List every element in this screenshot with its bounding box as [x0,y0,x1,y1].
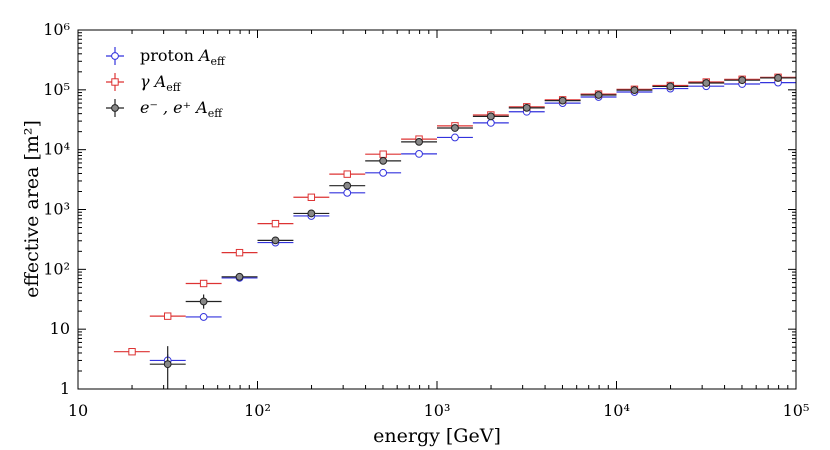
data-point-marker [343,170,351,178]
data-point-marker [199,279,208,288]
data-point [616,86,653,94]
data-point [221,248,258,257]
x-tick-label-2: 10³ [424,401,451,420]
data-point-marker [343,188,352,197]
y-tick-label-5: 10⁵ [43,80,70,99]
data-point [185,313,222,321]
series-2 [149,74,796,389]
y-tick-labels: 1 10 10² 10³ 10⁴ 10⁵ 10⁶ [43,20,70,398]
data-point-marker [379,168,388,177]
data-point-marker [630,86,639,94]
legend-symbol-electron-positron [106,99,124,117]
x-tick-label-3: 10⁴ [603,401,630,420]
data-point [652,82,689,91]
legend-label-electron-positron: e⁻ , e⁺ Aeff [140,98,223,120]
data-point [329,181,366,190]
legend-label-gamma: γ Aeff [140,72,182,94]
data-point [472,112,509,121]
legend: proton Aeff γ Aeff e⁻ , e⁺ Aeff [106,46,226,120]
data-point-marker [558,96,567,105]
data-point-marker [486,112,495,121]
data-point [257,219,294,228]
data-point [329,170,366,178]
data-point-marker [702,79,711,87]
data-point [508,103,545,112]
legend-label-proton: proton Aeff [140,46,226,68]
data-point-marker [111,104,119,112]
data-point-marker [163,360,172,369]
legend-entry-proton: proton Aeff [106,46,226,68]
data-point-marker [111,78,119,86]
y-tick-label-1: 10 [50,319,70,338]
data-point-marker [379,150,387,158]
data-marks [113,73,796,389]
data-point-marker [415,137,423,146]
data-point [149,346,186,389]
data-point-marker [271,219,280,228]
data-point-marker [451,133,459,142]
x-tick-labels: 10 10² 10³ 10⁴ 10⁵ [68,401,810,420]
plot-frame [77,29,797,390]
data-point [113,348,150,356]
legend-entry-electron-positron: e⁻ , e⁺ Aeff [106,98,223,120]
data-point-marker [235,272,244,281]
data-point [293,193,330,201]
data-point [401,149,437,158]
data-point [257,236,294,245]
data-point-marker [128,348,136,356]
data-point [365,150,402,158]
data-point [149,312,186,320]
data-point [185,279,222,288]
legend-symbol-gamma [106,73,124,91]
data-point-marker [235,248,244,257]
y-tick-label-3: 10³ [43,200,70,219]
x-axis-label: energy [GeV] [373,425,501,447]
y-tick-label-6: 10⁶ [43,20,70,39]
data-point-marker [307,209,316,218]
data-point-marker [163,312,172,320]
y-tick-label-4: 10⁴ [43,140,70,159]
data-point [472,119,509,127]
data-point [365,156,402,165]
x-tick-label-1: 10² [244,401,271,420]
data-point [724,76,761,85]
data-point [544,96,581,105]
data-point-marker [486,119,495,127]
data-point-marker [451,124,459,132]
data-point [329,188,366,197]
data-point [221,272,258,281]
data-point-marker [774,74,782,82]
axis-ticks [77,30,796,390]
data-point-marker [666,82,675,91]
data-point [437,124,473,132]
data-point [688,79,725,87]
series-0 [149,78,796,367]
data-point-marker [594,91,603,99]
legend-symbol-proton [106,47,124,65]
data-point-marker [738,76,747,85]
y-tick-label-2: 10² [43,259,70,278]
data-point-marker [379,156,388,165]
data-point [401,137,437,146]
data-point [365,168,402,177]
data-point-marker [522,103,531,112]
data-point-marker [271,236,280,245]
data-point [185,294,222,309]
data-point-marker [307,193,316,201]
data-point [437,133,473,142]
y-tick-label-0: 1 [60,379,70,398]
x-tick-label-0: 10 [68,401,88,420]
data-point [580,91,617,99]
data-point-marker [111,52,119,60]
data-point-marker [343,181,352,190]
data-point [293,209,330,218]
data-point [760,74,796,82]
data-point-marker [199,297,208,306]
y-axis-label: effective area [m²] [21,120,43,298]
x-tick-label-4: 10⁵ [783,401,810,420]
data-point-marker [199,313,208,321]
legend-entry-gamma: γ Aeff [106,72,182,94]
data-point-marker [415,149,423,158]
